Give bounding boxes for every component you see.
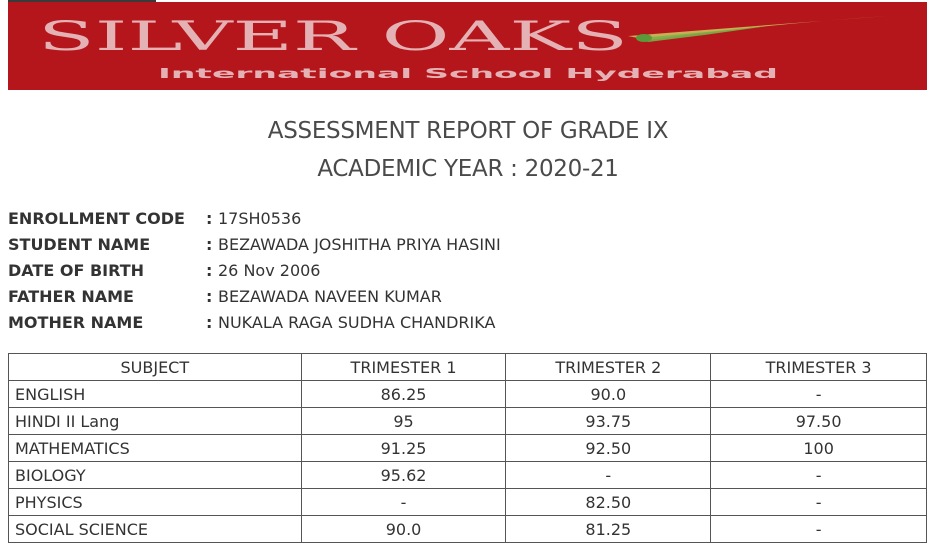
score-cell: - — [505, 461, 712, 489]
score-cell: 95.62 — [300, 461, 507, 489]
score-cell: 86.25 — [300, 380, 507, 408]
score-cell: 82.50 — [505, 488, 712, 516]
score-cell: - — [710, 380, 927, 408]
academic-year-line: ACADEMIC YEAR : 2020-21 — [317, 156, 619, 182]
score-cell: 91.25 — [300, 434, 507, 462]
father-name-label: FATHER NAME — [8, 287, 134, 306]
score-cell: 97.50 — [710, 407, 927, 435]
separator-colon: : — [206, 287, 213, 306]
column-header-subject: SUBJECT — [8, 353, 302, 381]
column-header-trimester-1: TRIMESTER 1 — [300, 353, 507, 381]
separator-colon: : — [206, 313, 213, 332]
score-cell: 81.25 — [505, 515, 712, 543]
table-header-row: SUBJECT TRIMESTER 1 TRIMESTER 2 TRIMESTE… — [8, 353, 927, 381]
score-cell: 93.75 — [505, 407, 712, 435]
score-cell: 95 — [300, 407, 507, 435]
table-row: SOCIAL SCIENCE 90.0 81.25 - — [8, 515, 927, 543]
subject-cell: HINDI II Lang — [8, 407, 302, 435]
score-cell: 90.0 — [300, 515, 507, 543]
column-header-trimester-2: TRIMESTER 2 — [505, 353, 712, 381]
marks-table: SUBJECT TRIMESTER 1 TRIMESTER 2 TRIMESTE… — [8, 353, 927, 543]
column-header-trimester-3: TRIMESTER 3 — [710, 353, 927, 381]
report-title: ASSESSMENT REPORT OF GRADE IX ACADEMIC Y… — [0, 112, 936, 188]
table-row: BIOLOGY 95.62 - - — [8, 461, 927, 489]
mother-name-label: MOTHER NAME — [8, 313, 144, 332]
separator-colon: : — [206, 261, 213, 280]
info-row-student-name: STUDENT NAME : BEZAWADA JOSHITHA PRIYA H… — [8, 232, 708, 258]
table-row: MATHEMATICS 91.25 92.50 100 — [8, 434, 927, 462]
svg-text:SILVER OAKS: SILVER OAKS — [38, 14, 628, 60]
separator-colon: : — [206, 235, 213, 254]
dob-label: DATE OF BIRTH — [8, 261, 144, 280]
subject-cell: PHYSICS — [8, 488, 302, 516]
school-logo: SILVER OAKS International School Hyderab… — [38, 14, 888, 82]
info-row-enrollment: ENROLLMENT CODE : 17SH0536 — [8, 206, 708, 232]
subject-cell: SOCIAL SCIENCE — [8, 515, 302, 543]
student-name-label: STUDENT NAME — [8, 235, 151, 254]
report-title-line-1: ASSESSMENT REPORT OF GRADE IX — [267, 118, 669, 144]
enrollment-code-value: 17SH0536 — [218, 209, 302, 228]
separator-colon: : — [206, 209, 213, 228]
table-row: ENGLISH 86.25 90.0 - — [8, 380, 927, 408]
subject-cell: MATHEMATICS — [8, 434, 302, 462]
info-row-father: FATHER NAME : BEZAWADA NAVEEN KUMAR — [8, 284, 708, 310]
svg-text:International School Hyderabad: International School Hyderabad — [158, 67, 778, 82]
score-cell: 92.50 — [505, 434, 712, 462]
info-row-dob: DATE OF BIRTH : 26 Nov 2006 — [8, 258, 708, 284]
score-cell: 100 — [710, 434, 927, 462]
father-name-value: BEZAWADA NAVEEN KUMAR — [218, 287, 442, 306]
score-cell: - — [710, 515, 927, 543]
score-cell: - — [300, 488, 507, 516]
score-cell: 90.0 — [505, 380, 712, 408]
student-info: ENROLLMENT CODE : 17SH0536 STUDENT NAME … — [8, 206, 708, 336]
enrollment-code-label: ENROLLMENT CODE — [8, 209, 185, 228]
top-divider — [8, 0, 156, 2]
score-cell: - — [710, 461, 927, 489]
score-cell: - — [710, 488, 927, 516]
subject-cell: BIOLOGY — [8, 461, 302, 489]
table-row: HINDI II Lang 95 93.75 97.50 — [8, 407, 927, 435]
school-banner: SILVER OAKS International School Hyderab… — [8, 2, 927, 90]
info-row-mother: MOTHER NAME : NUKALA RAGA SUDHA CHANDRIK… — [8, 310, 708, 336]
student-name-value: BEZAWADA JOSHITHA PRIYA HASINI — [218, 235, 501, 254]
subject-cell: ENGLISH — [8, 380, 302, 408]
mother-name-value: NUKALA RAGA SUDHA CHANDRIKA — [218, 313, 496, 332]
dob-value: 26 Nov 2006 — [218, 261, 321, 280]
table-row: PHYSICS - 82.50 - — [8, 488, 927, 516]
